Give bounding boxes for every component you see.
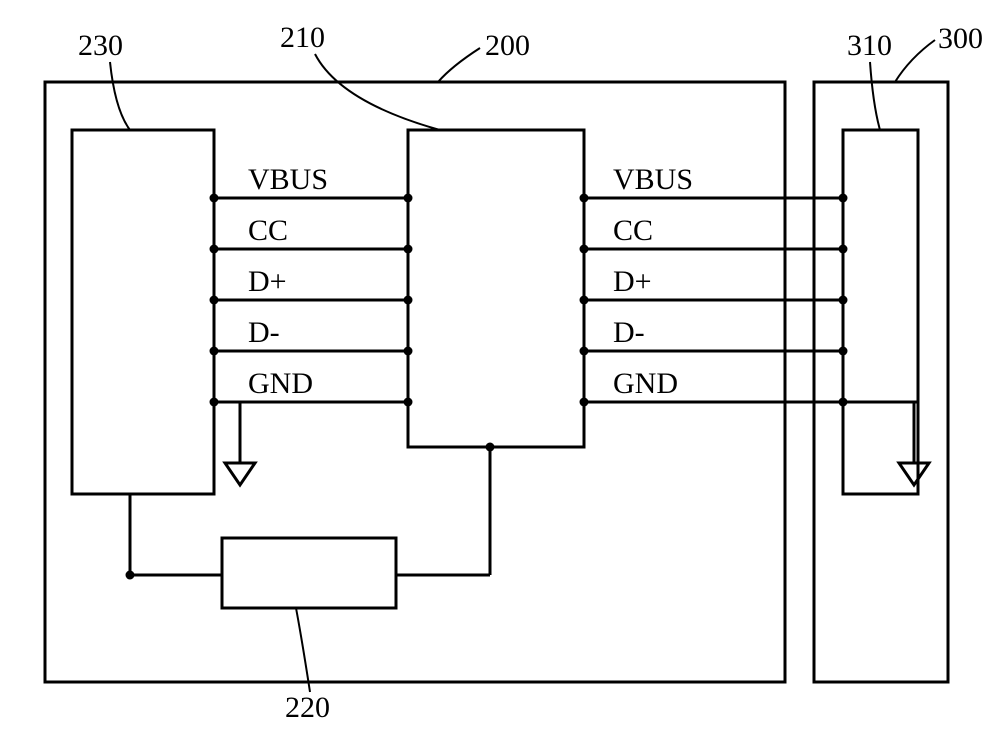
callout-230: 230 xyxy=(78,29,123,62)
block-300 xyxy=(814,82,948,682)
block-310 xyxy=(843,130,918,494)
block-210 xyxy=(408,130,584,447)
label-left-Dminus: D- xyxy=(248,316,280,349)
node-dot xyxy=(210,194,219,203)
label-right-VBUS: VBUS xyxy=(613,163,693,196)
gnd-symbol xyxy=(225,463,255,485)
node-dot xyxy=(580,347,589,356)
circuit-diagram: VBUS CC D+ D- GND VBUS CC D+ D- GND 200 210 220 230 30… xyxy=(0,0,1000,741)
callout-leader-310 xyxy=(870,62,880,130)
gnd-symbol xyxy=(899,463,929,485)
callout-300: 300 xyxy=(938,22,983,55)
callout-220: 220 xyxy=(285,691,330,724)
label-left-CC: CC xyxy=(248,214,288,247)
node-dot xyxy=(839,245,848,254)
node-dot xyxy=(210,398,219,407)
callout-leader-210 xyxy=(315,54,440,130)
callout-leader-200 xyxy=(438,48,480,82)
node-dot xyxy=(404,194,413,203)
block-220 xyxy=(222,538,396,608)
callout-leader-300 xyxy=(895,40,935,82)
node-dot xyxy=(404,296,413,305)
label-left-VBUS: VBUS xyxy=(248,163,328,196)
node-dot xyxy=(210,296,219,305)
callout-200: 200 xyxy=(485,29,530,62)
node-dot xyxy=(839,347,848,356)
node-dot xyxy=(486,443,495,452)
node-dot xyxy=(210,347,219,356)
node-dot xyxy=(404,245,413,254)
label-left-Dplus: D+ xyxy=(248,265,287,298)
label-right-GND: GND xyxy=(613,367,678,400)
node-dot xyxy=(580,245,589,254)
label-right-Dminus: D- xyxy=(613,316,645,349)
label-left-GND: GND xyxy=(248,367,313,400)
node-dot xyxy=(404,398,413,407)
callout-310: 310 xyxy=(847,29,892,62)
node-dot xyxy=(839,194,848,203)
callout-leader-230 xyxy=(110,62,130,130)
callout-leader-220 xyxy=(296,608,310,692)
node-dot xyxy=(580,194,589,203)
callout-210: 210 xyxy=(280,21,325,54)
block-230 xyxy=(72,130,214,494)
node-dot xyxy=(580,398,589,407)
label-right-CC: CC xyxy=(613,214,653,247)
node-dot xyxy=(580,296,589,305)
node-dot xyxy=(839,296,848,305)
node-dot xyxy=(210,245,219,254)
node-dot xyxy=(404,347,413,356)
label-right-Dplus: D+ xyxy=(613,265,652,298)
